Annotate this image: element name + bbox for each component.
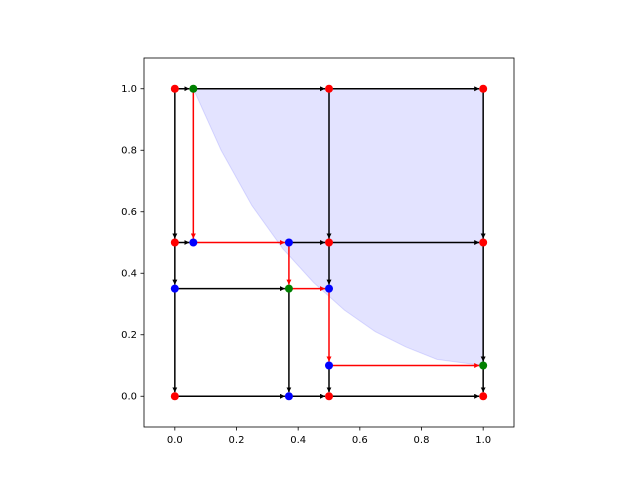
- x-tick-label: 0.8: [414, 435, 430, 446]
- y-tick-label: 0.6: [121, 207, 137, 218]
- y-tick-label: 0.4: [121, 268, 137, 279]
- node-point: [325, 238, 333, 247]
- x-tick-label: 1.0: [475, 435, 491, 446]
- node-point: [284, 238, 293, 247]
- node-point: [284, 284, 293, 293]
- node-point: [189, 238, 198, 247]
- node-point: [189, 84, 198, 93]
- node-point: [170, 238, 179, 247]
- node-point: [325, 284, 333, 293]
- node-point: [325, 84, 333, 93]
- x-tick-label: 0.0: [167, 435, 183, 446]
- x-tick-label: 0.4: [290, 435, 306, 446]
- node-point: [284, 392, 293, 401]
- node-point: [170, 284, 179, 293]
- node-point: [479, 84, 488, 93]
- node-point: [479, 361, 488, 370]
- y-tick-label: 0.0: [121, 391, 137, 402]
- node-point: [479, 238, 488, 247]
- x-tick-label: 0.2: [229, 435, 245, 446]
- y-tick-label: 1.0: [121, 84, 137, 95]
- node-point: [479, 392, 488, 401]
- node-point: [170, 84, 179, 93]
- axes-frame: [143, 57, 515, 428]
- node-point: [325, 361, 333, 370]
- node-point: [170, 392, 179, 401]
- node-point: [325, 392, 333, 401]
- y-tick-label: 0.2: [121, 330, 137, 341]
- y-tick-label: 0.8: [121, 145, 137, 156]
- x-tick-label: 0.6: [352, 435, 368, 446]
